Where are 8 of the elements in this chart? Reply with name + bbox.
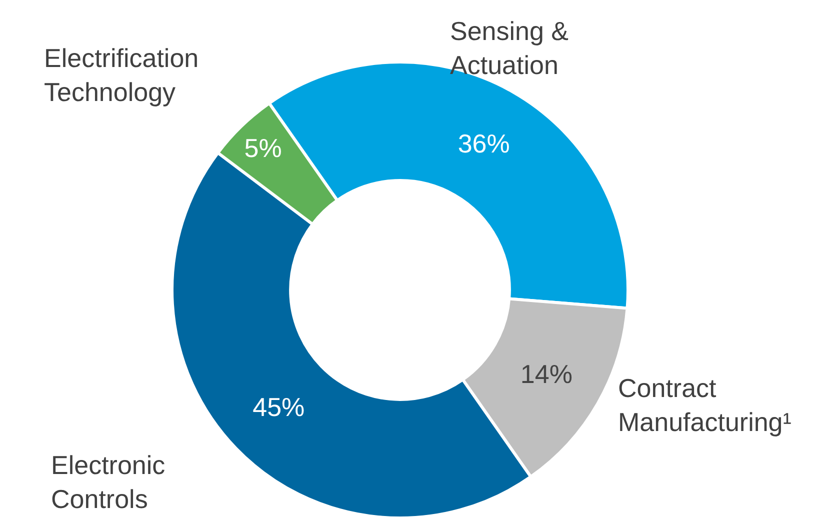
data-label: 5% [244,133,282,164]
data-label: 45% [252,392,305,422]
data-label: 36% [458,128,510,159]
slice-label: Contract Manufacturing¹ [618,373,792,437]
slice-label: Sensing & Actuation [450,16,569,80]
data-label: 14% [520,358,572,389]
slice-label: Electronic Controls [51,450,166,514]
slice-label: Electrification Technology [44,43,199,107]
